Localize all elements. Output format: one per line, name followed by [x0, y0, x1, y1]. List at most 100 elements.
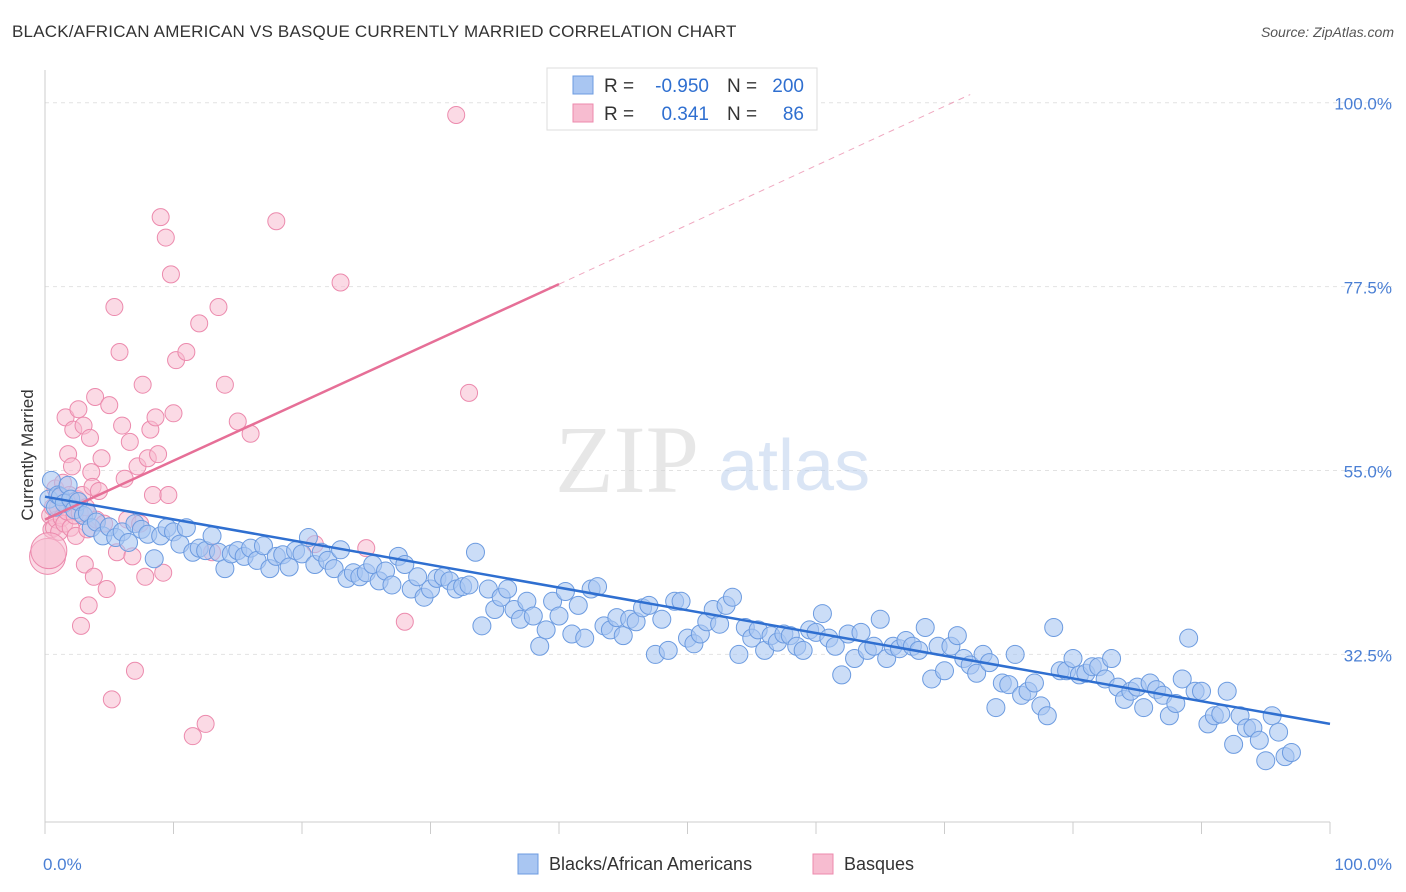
blacks-point: [568, 595, 588, 615]
basques-point: [196, 714, 215, 733]
blacks-point: [1249, 730, 1269, 750]
basques-point: [267, 212, 286, 231]
blacks-point: [459, 575, 479, 595]
tick-labels: 32.5% 55.0% 77.5% 100.0% 0.0% 100.0%: [43, 95, 1392, 874]
basques-point: [100, 396, 119, 415]
blacks-point: [292, 544, 312, 564]
blacks-point: [999, 675, 1019, 695]
blacks-point: [1037, 706, 1057, 726]
watermark: ZIP atlas: [555, 406, 870, 513]
basques-point: [161, 265, 180, 284]
basques-point: [395, 612, 414, 631]
blacks-point: [1256, 751, 1276, 771]
blacks-point: [658, 640, 678, 660]
grid-lines: [45, 102, 1392, 655]
blacks-point: [1217, 681, 1237, 701]
blacks-point: [729, 644, 749, 664]
blacks-point: [613, 626, 633, 646]
blacks-point: [536, 620, 556, 640]
blacks-point: [870, 609, 890, 629]
basques-points: [29, 105, 479, 746]
basques-point: [92, 449, 111, 468]
basques-point: [110, 343, 129, 361]
x-tick-label-0: 0.0%: [43, 855, 82, 874]
y-tick-label-1: 55.0%: [1344, 463, 1392, 482]
blacks-point: [935, 661, 954, 681]
blacks-point: [472, 616, 492, 636]
blacks-point: [915, 617, 935, 637]
blacks-point: [1192, 681, 1211, 701]
blacks-point: [986, 698, 1006, 718]
basques-point: [164, 404, 183, 423]
y-tick-label-0: 32.5%: [1344, 646, 1392, 665]
basques-point: [209, 298, 228, 317]
bottom-legend-label-pink[interactable]: Basques: [844, 854, 914, 874]
blacks-point: [202, 526, 222, 546]
basques-point: [151, 208, 170, 227]
basques-point: [331, 273, 350, 292]
blacks-point: [279, 557, 299, 577]
blacks-point: [119, 532, 139, 552]
basques-point: [149, 445, 168, 464]
source-credit: Source: ZipAtlas.com: [1260, 24, 1394, 40]
bottom-legend: Blacks/African Americans Basques: [517, 853, 914, 875]
basques-point: [447, 105, 466, 124]
basques-point: [75, 555, 94, 574]
bottom-legend-label-blue[interactable]: Blacks/African Americans: [549, 854, 752, 874]
blacks-point: [408, 567, 428, 587]
blacks-point: [1005, 644, 1025, 664]
legend-n-label-2: N =: [727, 104, 757, 125]
basques-point: [120, 432, 139, 451]
legend-swatch-pink: [572, 103, 594, 123]
bottom-legend-swatch-blue: [517, 853, 539, 875]
blacks-point: [832, 665, 852, 685]
blacks-point: [722, 587, 742, 607]
basques-point: [125, 661, 144, 680]
x-tick-label-1: 100.0%: [1334, 855, 1392, 874]
basques-point: [69, 400, 88, 419]
axes: [44, 70, 1331, 834]
legend-r-value-1: -0.950: [655, 76, 709, 97]
legend-n-value-2: 86: [783, 104, 804, 125]
blacks-points: [39, 470, 1301, 771]
blacks-point: [1172, 669, 1192, 689]
basques-point: [105, 298, 124, 317]
basques-point: [136, 567, 155, 586]
basques-point: [159, 486, 178, 505]
blacks-trend-line: [44, 495, 1331, 726]
trend-lines: [44, 94, 1331, 726]
chart-title: BLACK/AFRICAN AMERICAN VS BASQUE CURRENT…: [12, 22, 737, 41]
watermark-zip: ZIP: [555, 406, 699, 513]
y-axis-title: Currently Married: [18, 389, 37, 520]
basques-point: [84, 567, 103, 586]
blacks-point: [1224, 734, 1244, 754]
blacks-point: [324, 559, 344, 579]
blacks-point: [465, 542, 485, 562]
basques-trend-line: [44, 283, 560, 521]
basques-point: [156, 228, 175, 247]
blacks-point: [1102, 649, 1122, 669]
blacks-point: [793, 640, 813, 660]
blacks-point: [967, 663, 987, 683]
blacks-point: [253, 536, 273, 556]
basques-point: [80, 428, 99, 447]
blacks-point: [1024, 673, 1044, 693]
basques-point: [86, 387, 105, 406]
basques-point: [71, 616, 90, 635]
blacks-point: [498, 579, 518, 599]
blacks-point: [523, 606, 543, 626]
basques-point: [102, 690, 121, 709]
legend-n-label-1: N =: [727, 76, 757, 97]
basques-point: [154, 563, 173, 582]
blacks-point: [382, 575, 402, 595]
legend-r-label-2: R =: [604, 104, 634, 125]
blacks-point: [549, 606, 569, 626]
bottom-legend-swatch-pink: [812, 853, 834, 875]
blacks-point: [652, 609, 672, 629]
basques-point: [183, 727, 202, 746]
legend-swatch-blue: [572, 75, 594, 95]
blacks-point: [1269, 722, 1289, 742]
blacks-point: [530, 636, 550, 656]
basques-point: [62, 457, 81, 476]
